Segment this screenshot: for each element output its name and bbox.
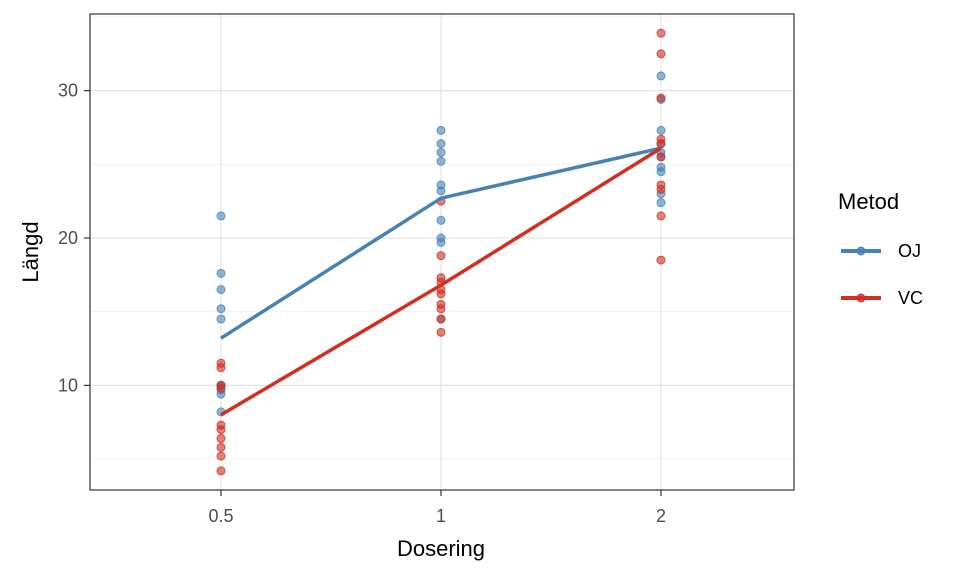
data-point-oj xyxy=(436,139,446,149)
data-point-vc xyxy=(656,184,666,194)
data-point-vc xyxy=(216,442,226,452)
data-point-vc xyxy=(656,152,666,162)
data-point-oj xyxy=(216,211,226,221)
legend-key-point-oj xyxy=(856,246,866,256)
data-point-vc xyxy=(656,139,666,149)
data-point-oj xyxy=(436,148,446,158)
x-axis-title: Dosering xyxy=(397,536,485,561)
legend-key-point-vc xyxy=(856,293,866,303)
data-point-oj xyxy=(436,125,446,135)
mean-lines xyxy=(220,146,662,417)
axes: 10 20 30 0.5 1 2 xyxy=(58,81,666,526)
data-point-oj xyxy=(436,156,446,166)
y-tick-label: 10 xyxy=(58,375,78,395)
y-tick-label: 30 xyxy=(58,81,78,101)
data-point-oj xyxy=(216,304,226,314)
mean-line-vc xyxy=(220,146,662,417)
data-point-oj xyxy=(216,285,226,295)
y-axis-title: Längd xyxy=(18,221,43,282)
data-point-oj xyxy=(656,71,666,81)
data-point-oj xyxy=(216,268,226,278)
data-point-vc xyxy=(436,289,446,299)
legend-title: Metod xyxy=(838,189,899,214)
data-point-oj xyxy=(656,125,666,135)
data-point-vc xyxy=(216,433,226,443)
data-point-vc xyxy=(216,466,226,476)
data-point-vc xyxy=(216,363,226,373)
data-point-vc xyxy=(436,304,446,314)
x-tick-label: 2 xyxy=(656,506,666,526)
mean-line-oj xyxy=(220,146,662,340)
data-point-vc xyxy=(656,49,666,59)
x-tick-label: 1 xyxy=(436,506,446,526)
data-point-oj xyxy=(436,237,446,247)
data-point-oj xyxy=(436,215,446,225)
data-point-vc xyxy=(436,327,446,337)
data-point-vc xyxy=(656,28,666,38)
plot-border xyxy=(89,13,795,491)
data-point-vc xyxy=(216,425,226,435)
data-point-vc xyxy=(216,383,226,393)
y-tick-label: 20 xyxy=(58,228,78,248)
data-point-oj xyxy=(656,198,666,208)
data-point-vc xyxy=(656,255,666,265)
legend-label-vc: VC xyxy=(898,288,923,308)
data-point-vc xyxy=(436,314,446,324)
legend-label-oj: OJ xyxy=(898,241,921,261)
data-point-oj xyxy=(436,186,446,196)
data-point-vc xyxy=(216,451,226,461)
data-point-oj xyxy=(656,167,666,177)
data-point-vc xyxy=(656,211,666,221)
data-point-oj xyxy=(216,314,226,324)
x-tick-label: 0.5 xyxy=(208,506,233,526)
data-point-vc xyxy=(436,251,446,261)
legend: Metod OJ VC xyxy=(838,189,923,308)
data-point-vc xyxy=(656,93,666,103)
